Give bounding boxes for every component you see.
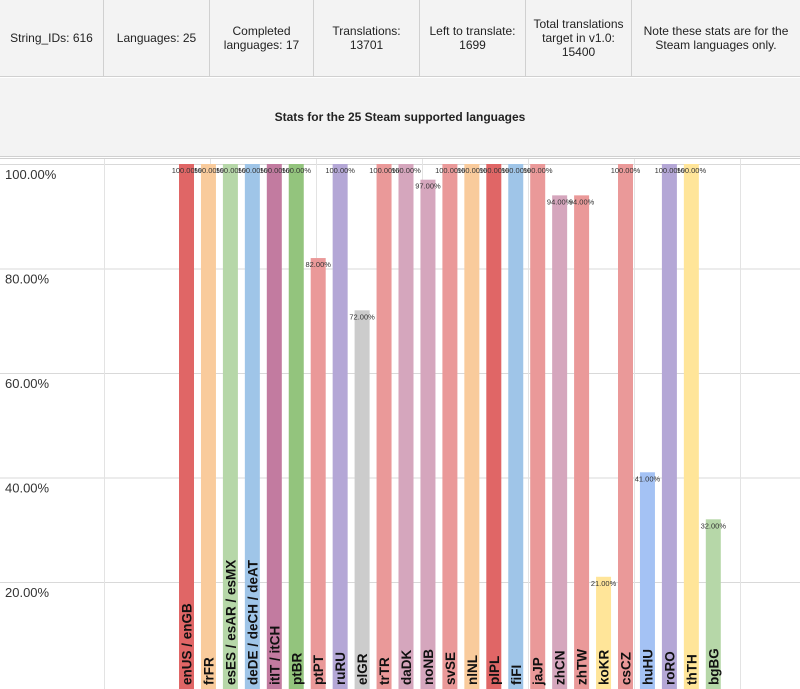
category-label: svSE [443, 652, 458, 685]
chart-title: Stats for the 25 Steam supported languag… [0, 78, 800, 157]
data-label: 72.00% [349, 312, 375, 321]
bar-noNB [420, 179, 436, 689]
bar-koKR [596, 576, 612, 689]
data-label: 94.00% [547, 197, 573, 206]
bar-chart-svg: 100.00%80.00%60.00%40.00%20.00%100.00%10… [0, 158, 800, 689]
category-label: deDE / deCH / deAT [245, 559, 260, 685]
category-label: ptBR [289, 653, 304, 685]
y-tick-label: 60.00% [5, 376, 50, 391]
data-label: 100.00% [457, 166, 487, 175]
data-label: 100.00% [677, 166, 707, 175]
stat-total-target: Total translations target in v1.0: 15400 [526, 0, 632, 76]
data-label: 100.00% [391, 166, 421, 175]
data-label: 100.00% [194, 166, 224, 175]
category-label: roRO [662, 651, 677, 685]
data-label: 94.00% [569, 197, 595, 206]
category-label: ptPT [311, 654, 326, 685]
bar-fiFI [508, 164, 524, 689]
category-label: trTR [377, 657, 392, 685]
bar-ruRU [332, 164, 348, 689]
bar-esES [222, 164, 238, 689]
data-label: 41.00% [635, 474, 661, 483]
category-label: zhCN [553, 651, 568, 686]
bar-bgBG [705, 519, 721, 689]
data-label: 100.00% [479, 166, 509, 175]
category-label: csCZ [619, 652, 634, 685]
data-label: 82.00% [305, 260, 331, 269]
bar-nlNL [464, 164, 480, 689]
bar-frFR [200, 164, 216, 689]
bar-roRO [661, 164, 677, 689]
data-label: 100.00% [611, 166, 641, 175]
stat-string-ids: String_IDs: 616 [0, 0, 104, 76]
category-label: esES / esAR / esMX [223, 560, 238, 685]
stat-languages: Languages: 25 [104, 0, 210, 76]
bar-ptBR [288, 164, 304, 689]
category-label: bgBG [706, 648, 721, 685]
data-label: 100.00% [325, 166, 355, 175]
y-tick-label: 40.00% [5, 481, 50, 496]
category-label: ruRU [333, 652, 348, 685]
bar-itIT [266, 164, 282, 689]
category-label: koKR [597, 649, 612, 685]
data-label: 100.00% [523, 166, 553, 175]
data-label: 100.00% [238, 166, 268, 175]
bar-zhTW [574, 195, 590, 689]
stat-completed-languages: Completed languages: 17 [210, 0, 314, 76]
category-label: elGR [355, 653, 370, 685]
stats-header-row: String_IDs: 616 Languages: 25 Completed … [0, 0, 800, 77]
bar-plPL [486, 164, 502, 689]
bar-enUS [179, 164, 194, 689]
category-label: noNB [421, 649, 436, 685]
bar-thTH [683, 164, 699, 689]
data-label: 97.00% [415, 182, 441, 191]
category-label: nlNL [465, 655, 480, 685]
category-label: itIT / itCH [267, 626, 282, 685]
bar-huHU [639, 472, 655, 689]
data-label: 21.00% [591, 579, 617, 588]
category-label: daDK [399, 649, 414, 685]
data-label: 100.00% [655, 166, 685, 175]
bar-ptPT [310, 258, 326, 689]
data-label: 32.00% [701, 521, 727, 530]
data-label: 100.00% [501, 166, 531, 175]
category-label: jaJP [531, 657, 546, 686]
category-label: huHU [640, 649, 655, 685]
y-tick-label: 100.00% [5, 167, 57, 182]
y-tick-label: 20.00% [5, 585, 50, 600]
data-label: 100.00% [281, 166, 311, 175]
y-tick-label: 80.00% [5, 272, 50, 287]
bar-csCZ [618, 164, 633, 689]
category-label: frFR [201, 657, 216, 685]
stat-left-to-translate: Left to translate: 1699 [420, 0, 526, 76]
data-label: 100.00% [259, 166, 289, 175]
category-label: plPL [487, 656, 502, 685]
bar-daDK [398, 164, 414, 689]
stat-translations: Translations: 13701 [314, 0, 420, 76]
category-label: zhTW [575, 649, 590, 685]
data-label: 100.00% [369, 166, 399, 175]
bar-trTR [376, 164, 392, 689]
bar-jaJP [530, 164, 546, 689]
bar-deDE [244, 164, 260, 689]
bar-zhCN [552, 195, 568, 689]
data-label: 100.00% [216, 166, 246, 175]
data-label: 100.00% [172, 166, 202, 175]
category-label: enUS / enGB [180, 603, 195, 685]
bar-elGR [354, 310, 370, 689]
data-label: 100.00% [435, 166, 465, 175]
category-label: thTH [684, 654, 699, 685]
bar-chart: 100.00% 80.00% 60.00% 40.00% 20.00% 100.00% 10… [0, 158, 800, 689]
stat-note: Note these stats are for the Steam langu… [643, 24, 789, 52]
category-label: fiFI [509, 665, 524, 685]
bar-svSE [442, 164, 458, 689]
